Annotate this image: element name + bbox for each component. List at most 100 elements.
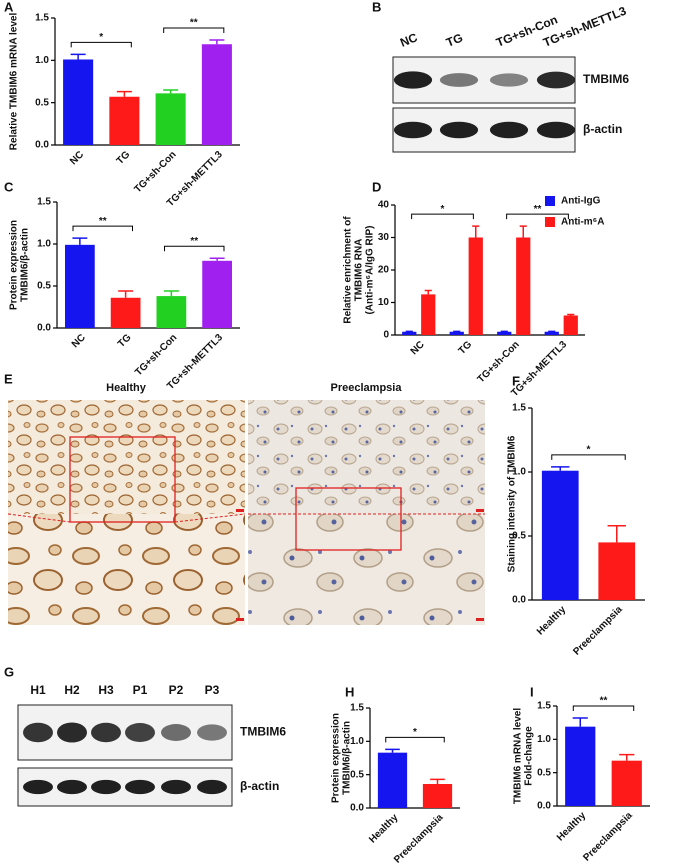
significance-bracket [385,736,445,743]
panel-letter: F [512,373,520,388]
x-tick-label: NC [409,339,427,357]
y-tick-label: 1.5 [350,703,364,714]
error-bar [551,466,570,471]
bar [563,315,578,335]
scale-bar [236,509,244,512]
x-tick-label: TG [116,332,134,350]
significance-label: ** [190,236,198,247]
y-tick-label: 0.0 [35,140,49,151]
error-bar [430,778,445,784]
lane-label: P3 [205,683,220,697]
error-bar [519,225,527,238]
micrograph [248,514,485,625]
blot-frame [17,704,233,761]
legend-label: Anti-m⁶A [561,217,605,228]
y-tick-label: 1.5 [512,403,526,414]
zoom-box [69,436,176,523]
y-tick-label: 0.0 [537,801,551,812]
bar [421,294,436,335]
error-bar [567,313,575,316]
y-tick-label: 1.0 [512,467,526,478]
error-bar [572,717,588,727]
bar [541,470,579,600]
x-tick-label: TG+sh-Con [133,332,179,378]
x-tick-label: Healthy [367,812,401,846]
error-bar [209,257,225,261]
lane-label: TG [444,30,465,49]
micrograph [8,514,245,625]
blot-band [536,71,576,89]
bar [516,237,531,335]
error-bar [116,90,132,97]
image-panel: E Healthy Preeclampsia [4,371,485,625]
panel-letter: E [4,371,13,386]
micrograph [248,400,485,514]
y-tick-label: 0.5 [37,281,51,292]
y-tick-label: 0.0 [512,595,526,606]
blot-band [23,722,53,743]
bar [544,331,559,335]
bar [468,237,483,335]
micrograph [8,400,245,514]
significance-bracket [163,27,225,34]
error-bar [607,525,626,543]
blot-band [489,121,529,139]
y-tick-label: 0.0 [37,323,51,334]
row-label: TMBIM6 [583,72,629,86]
y-tick-label: 40 [378,200,390,211]
x-tick-label: Healthy [555,810,589,844]
blot-band [393,121,433,139]
y-tick-label: 0.5 [537,767,551,778]
blot-band [197,724,227,741]
y-axis-label: TMBIM6 mRNA level [513,708,524,805]
y-tick-label: 1.0 [35,55,49,66]
zoom-guide [7,513,71,523]
significance-bracket [72,225,133,232]
panel-letter: H [345,684,354,699]
lane-label: P2 [169,683,184,697]
blot-band [161,724,191,741]
blot-band [57,722,87,743]
image-label: Healthy [106,382,147,394]
error-bar [619,753,635,761]
error-bar [163,89,179,94]
y-axis-label: Relative enrichment of [343,216,354,324]
bar [497,331,512,335]
y-axis-label: Relative TMBIM6 mRNA level [9,13,20,151]
lane-label: P1 [133,683,148,697]
blot-band [197,779,227,795]
zoom-guide [174,513,246,523]
y-axis-label: Protein expression [9,220,20,310]
x-tick-label: TG [457,339,475,357]
significance-label: * [441,204,445,215]
error-bar [163,290,179,297]
y-axis-label: (Anti-m⁶A/IgG RIP) [365,225,376,314]
zoom-box [295,487,402,551]
blot-band [393,71,433,89]
scale-bar [236,618,244,621]
blot-band [91,722,121,743]
significance-bracket [411,213,474,220]
bar [377,752,408,808]
y-tick-label: 1.0 [37,239,51,250]
row-label: β-actin [240,779,279,793]
x-tick-label: Preeclampsia [581,810,635,864]
panel-letter: C [4,179,14,194]
bar [565,726,596,806]
y-tick-label: 10 [378,297,390,308]
significance-bracket [551,454,626,460]
error-bar [424,289,432,295]
row-label: β-actin [583,122,622,136]
scale-bar [476,509,484,512]
blot-band [439,73,479,87]
panel-letter: G [4,664,14,679]
bar [65,244,95,328]
error-bar [385,748,400,753]
bar [449,331,464,335]
panel-letter: I [530,684,534,699]
y-tick-label: 1.5 [537,701,551,712]
significance-bracket [164,245,225,252]
y-tick-label: 0.0 [350,803,364,814]
lane-label: NC [398,30,420,50]
bar [402,331,417,335]
